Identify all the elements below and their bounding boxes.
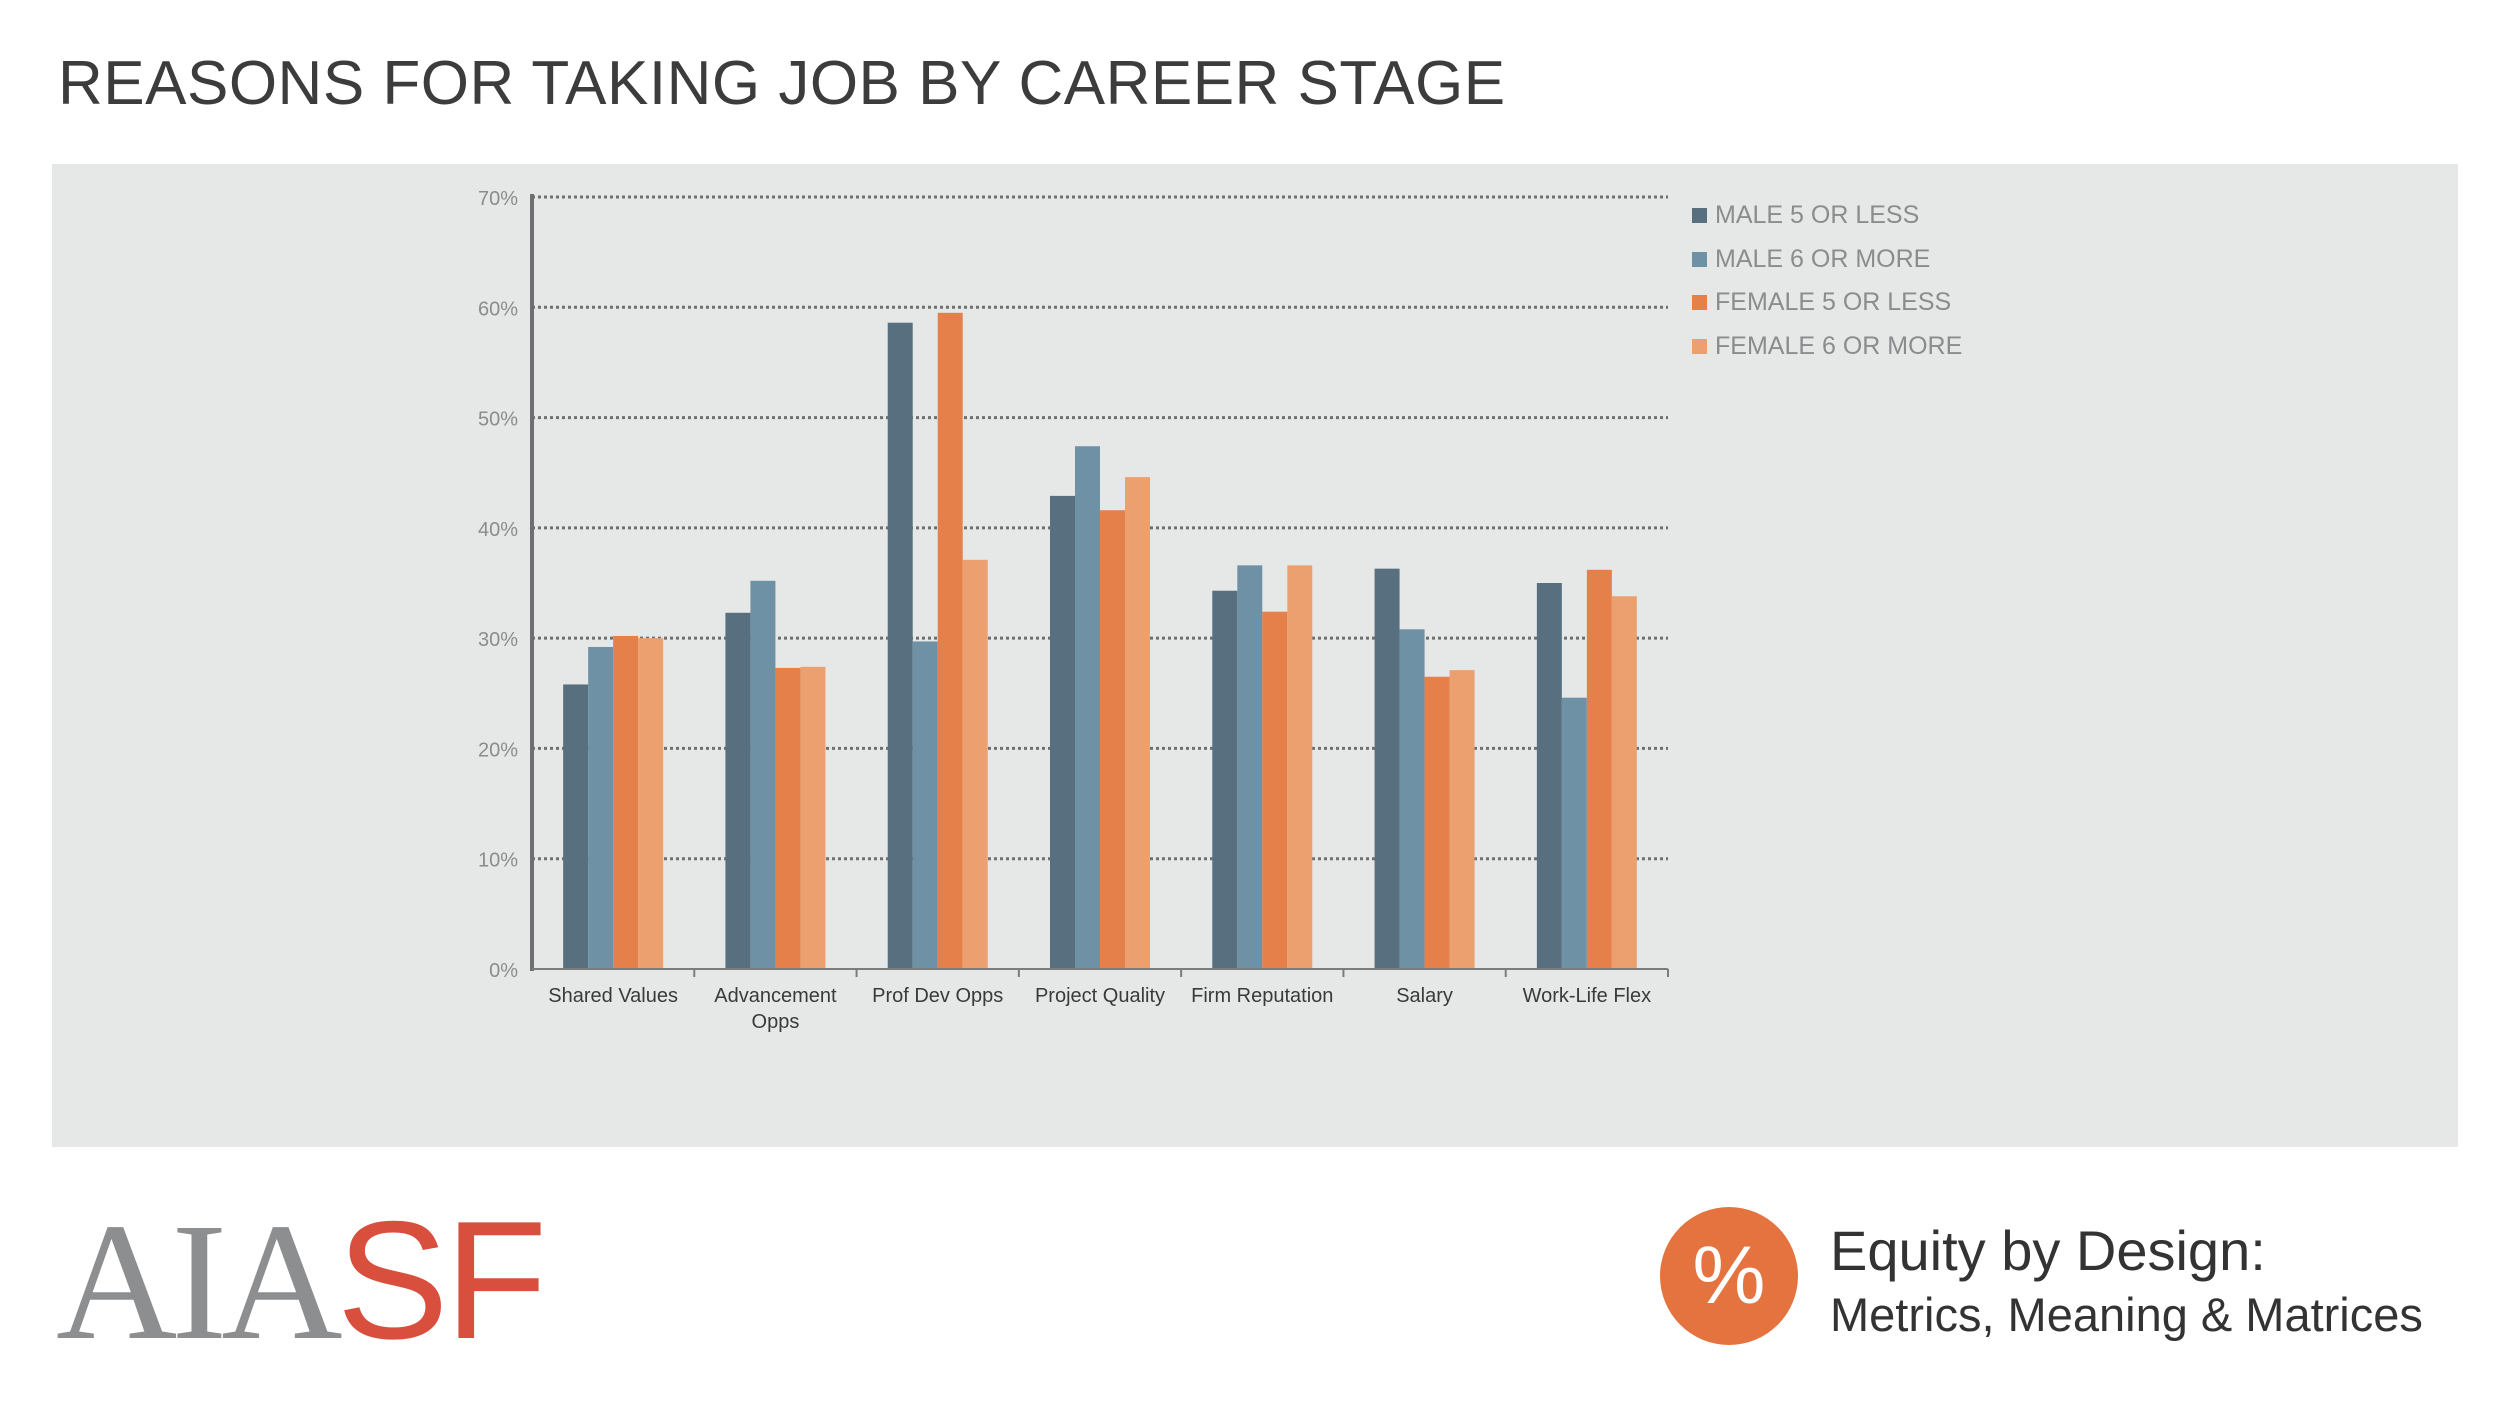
bar [800, 666, 826, 969]
legend-label: FEMALE 5 OR LESS [1715, 288, 1952, 317]
bar [1237, 565, 1263, 969]
logo-aia-text: AIA [56, 1189, 343, 1375]
legend-swatch [1692, 208, 1707, 224]
x-tick-label: Prof Dev Opps [872, 985, 1003, 1007]
legend-swatch [1692, 295, 1707, 311]
bar [1399, 629, 1425, 969]
bar [1100, 510, 1125, 969]
y-tick-label: 40% [478, 519, 518, 541]
bar [937, 312, 963, 969]
legend-label: FEMALE 6 OR MORE [1715, 331, 1963, 360]
bar [638, 638, 664, 969]
equity-title: Equity by Design: [1830, 1219, 2266, 1282]
x-tick-label: Opps [752, 1011, 800, 1033]
y-tick-label: 70% [478, 188, 518, 210]
bar [1449, 670, 1475, 969]
y-tick-label: 50% [478, 409, 518, 431]
legend-label: MALE 6 OR MORE [1715, 244, 1931, 273]
equity-subtitle: Metrics, Meaning & Matrices [1830, 1288, 2423, 1341]
bar [1561, 697, 1587, 969]
logo-sf-text: SF [336, 1186, 548, 1374]
x-tick-label: Advancement [714, 985, 837, 1007]
bar [588, 646, 614, 969]
bar [1586, 569, 1612, 969]
bar [775, 667, 801, 969]
legend-item: MALE 5 OR LESS [1692, 194, 1962, 238]
bar-chart: 0% 10% 20% 30% 40% 50% 60% 70% Shared Values Adva… [478, 188, 1669, 1033]
page-title: REASONS FOR TAKING JOB BY CAREER STAGE [58, 49, 1506, 118]
percent-badge-icon: % [1660, 1207, 1798, 1345]
bar [563, 684, 589, 969]
bar [1050, 495, 1075, 969]
y-tick-label: 0% [489, 960, 518, 982]
y-tick-label: 20% [478, 739, 518, 761]
legend-label: MALE 5 OR LESS [1715, 201, 1920, 230]
y-tick-label: 60% [478, 298, 518, 320]
bar [1075, 446, 1100, 969]
bar [912, 641, 938, 969]
legend-item: FEMALE 6 OR MORE [1692, 325, 1962, 369]
bar [887, 322, 913, 969]
bar [1374, 568, 1400, 969]
x-tick-label: Shared Values [548, 985, 678, 1007]
bar [613, 635, 639, 969]
y-tick-label: 10% [478, 850, 518, 872]
bar [725, 612, 751, 969]
y-tick-label: 30% [478, 629, 518, 651]
aiasf-logo: AIASF [56, 1196, 547, 1366]
chart-panel: 0% 10% 20% 30% 40% 50% 60% 70% Shared Values Adva… [52, 164, 2458, 1147]
x-tick-label: Salary [1396, 985, 1453, 1007]
bar [1262, 611, 1288, 969]
x-tick-label: Firm Reputation [1191, 985, 1333, 1007]
bar [1212, 590, 1238, 969]
legend-item: FEMALE 5 OR LESS [1692, 281, 1962, 325]
bar [1536, 583, 1562, 969]
bar [1611, 596, 1637, 969]
x-tick-label: Work-Life Flex [1523, 985, 1652, 1007]
x-tick-label: Project Quality [1035, 985, 1165, 1007]
legend-swatch [1692, 338, 1707, 354]
chart-legend: MALE 5 OR LESS MALE 6 OR MORE FEMALE 5 OR … [1692, 194, 1962, 368]
bar [1125, 477, 1150, 969]
legend-item: MALE 6 OR MORE [1692, 238, 1962, 282]
legend-swatch [1692, 251, 1707, 267]
bar [1287, 565, 1313, 969]
bar [750, 580, 776, 969]
bar [962, 559, 988, 969]
bar [1424, 676, 1450, 969]
